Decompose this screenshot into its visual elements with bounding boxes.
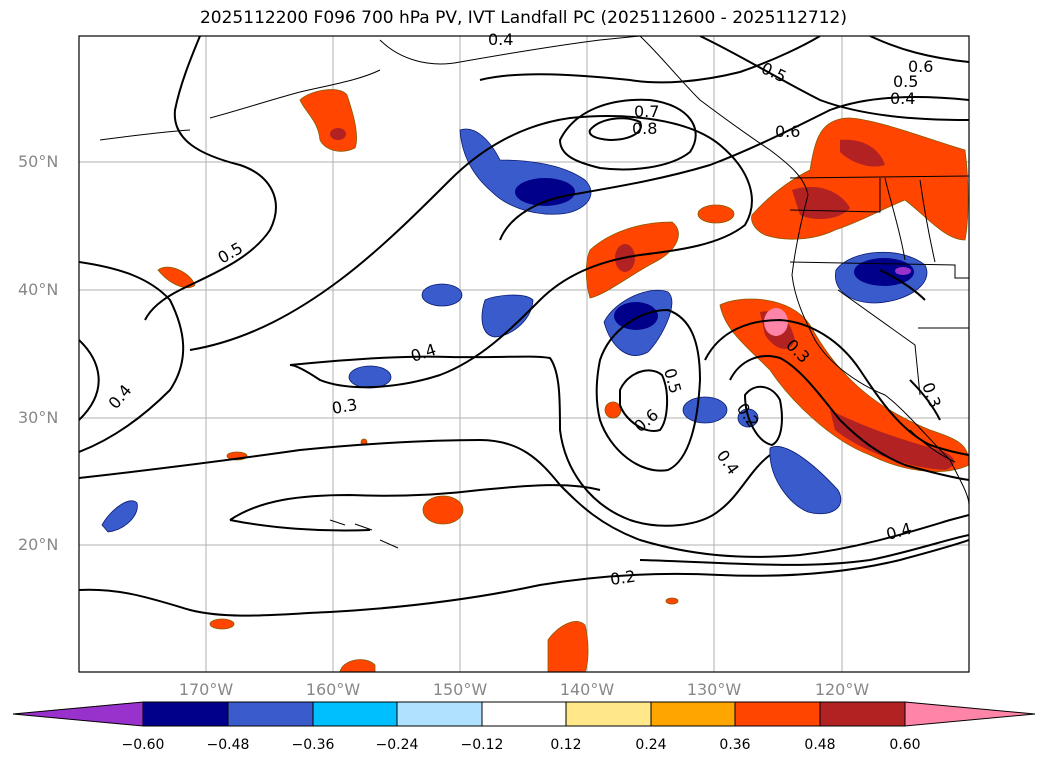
colorbar-extend-high [904, 701, 1036, 727]
colorbar-tick: −0.48 [206, 737, 250, 753]
lat-label: 50°N [18, 152, 59, 171]
colorbar-tick: 0.48 [804, 737, 836, 753]
colorbar-tick: 0.60 [889, 737, 921, 753]
lon-label: 140°W [559, 680, 615, 699]
contour-label: 0.4 [884, 519, 914, 544]
contour-label: 0.4 [105, 381, 136, 413]
contour-label: 0.2 [733, 399, 763, 431]
colorbar-tick: −0.36 [291, 737, 335, 753]
negative-pc-regions [101, 128, 928, 533]
colorbar-tick: 0.12 [550, 737, 582, 753]
colorbar-tick: −0.24 [375, 737, 419, 753]
contour-label: 0.5 [215, 238, 247, 267]
colorbar-tick: 0.36 [719, 737, 751, 753]
contour-label: 0.4 [488, 30, 513, 49]
colorbar-bin [819, 701, 906, 727]
map-frame [78, 35, 970, 673]
contour-label: 0.2 [609, 567, 637, 589]
colorbar-bin [650, 701, 736, 727]
colorbar-bin [312, 701, 398, 727]
contour-label: 0.4 [713, 446, 743, 478]
colorbar-tick: −0.60 [121, 737, 165, 753]
contour-label: 0.4 [890, 89, 915, 108]
contour-label: 0.6 [908, 57, 933, 76]
colorbar-bin [565, 701, 652, 727]
colorbar-tick: 0.24 [635, 737, 667, 753]
colorbar-bin [396, 701, 483, 727]
colorbar-tick: −0.12 [460, 737, 504, 753]
lat-label: 20°N [18, 535, 59, 554]
contour-label: 0.5 [660, 366, 685, 396]
colorbar [12, 701, 1036, 727]
lat-label: 40°N [18, 280, 59, 299]
contour-label: 0.6 [775, 122, 800, 141]
colorbar-bin [481, 701, 567, 727]
lat-label: 30°N [18, 408, 59, 427]
colorbar-bin [734, 701, 821, 727]
lon-label: 130°W [686, 680, 742, 699]
lon-label: 150°W [432, 680, 488, 699]
lon-label: 170°W [178, 680, 234, 699]
colorbar-bin [142, 701, 229, 727]
contour-label: 0.4 [408, 340, 438, 366]
pv-contours [79, 36, 969, 617]
contour-label: 0.5 [893, 72, 918, 91]
lon-label: 160°W [305, 680, 361, 699]
contour-label: 0.3 [918, 380, 945, 410]
contour-label: 0.8 [632, 119, 657, 138]
coastlines [99, 36, 969, 549]
colorbar-bin [227, 701, 314, 727]
map-title: 2025112200 F096 700 hPa PV, IVT Landfall… [199, 8, 847, 28]
lon-label: 120°W [814, 680, 870, 699]
contour-label: 0.3 [330, 395, 358, 418]
contour-label: 0.7 [634, 102, 659, 121]
colorbar-extend-low [12, 701, 144, 727]
